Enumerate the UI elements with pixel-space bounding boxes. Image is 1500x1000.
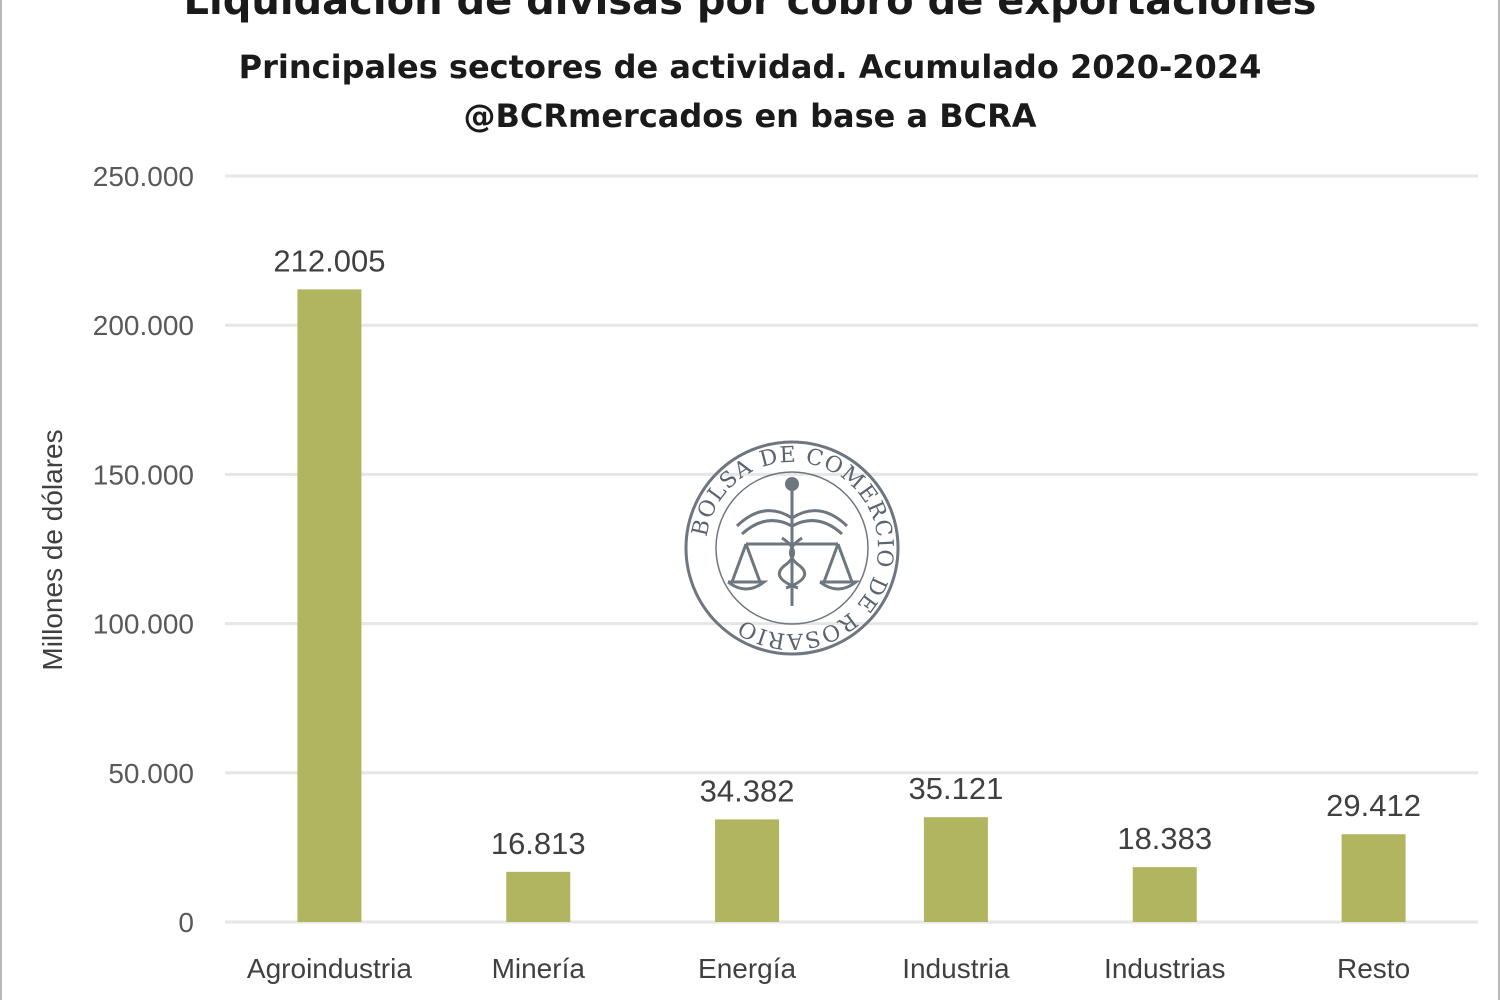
bar <box>506 871 571 922</box>
y-tick-label: 200.000 <box>93 310 194 341</box>
y-tick-label: 250.000 <box>93 161 194 192</box>
data-label: 29.412 <box>1326 788 1421 823</box>
bar <box>923 817 988 922</box>
category-label: Minería <box>492 953 586 984</box>
bar <box>1132 867 1197 922</box>
y-axis-label: Millones de dólares <box>37 429 68 670</box>
bars <box>297 289 1406 922</box>
category-label: Industria <box>902 953 1010 984</box>
data-label: 212.005 <box>273 243 385 278</box>
gridlines <box>225 174 1478 924</box>
data-labels: 212.005 16.813 34.382 35.121 18.383 29.412 <box>273 243 1421 860</box>
data-label: 16.813 <box>491 826 586 861</box>
chart-source: @BCRmercados en base a BCRA <box>463 97 1037 135</box>
y-tick-label: 0 <box>178 907 194 938</box>
category-label: Resto <box>1337 953 1410 984</box>
category-labels: Agroindustria Minería Energía Industria Indu… <box>247 953 1410 984</box>
y-tick-labels: 0 50.000 100.000 150.000 200.000 250.000 <box>93 161 194 938</box>
data-label: 35.121 <box>909 771 1004 806</box>
y-tick-label: 50.000 <box>108 758 194 789</box>
chart-title: Liquidación de divisas por cobro de expo… <box>183 0 1317 24</box>
category-label: Agroindustria <box>247 953 412 984</box>
chart-subtitle: Principales sectores de actividad. Acumu… <box>238 48 1262 86</box>
y-tick-label: 100.000 <box>93 609 194 640</box>
bar <box>1341 834 1406 922</box>
data-label: 34.382 <box>700 773 795 808</box>
bar <box>715 819 780 922</box>
data-label: 18.383 <box>1117 821 1212 856</box>
y-tick-label: 150.000 <box>93 459 194 490</box>
category-label: Energía <box>698 953 796 984</box>
bar <box>297 289 362 922</box>
category-label: Industrias <box>1104 953 1225 984</box>
